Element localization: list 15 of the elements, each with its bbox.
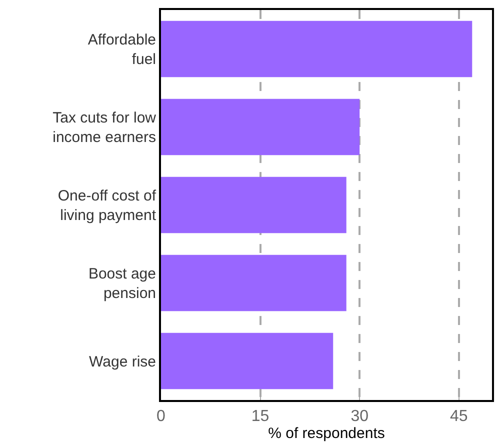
bar [161,254,346,312]
x-axis-title: % of respondents [268,425,385,442]
y-tick-label: Affordable fuel [88,32,156,68]
y-tick-label: Tax cuts for low income earners [52,110,156,146]
y-tick-label: Wage rise [89,353,156,370]
bar [161,176,346,234]
x-tick-label: 0 [156,408,166,426]
bar [161,98,360,156]
x-tick-label: 30 [350,408,369,426]
y-tick-label: One-off cost of living payment [58,188,157,224]
x-tick-label: 45 [450,408,468,426]
x-tick-label: 15 [251,408,270,426]
bar [161,20,472,78]
y-tick-label: Boost age pension [88,266,156,302]
bar [161,332,334,390]
